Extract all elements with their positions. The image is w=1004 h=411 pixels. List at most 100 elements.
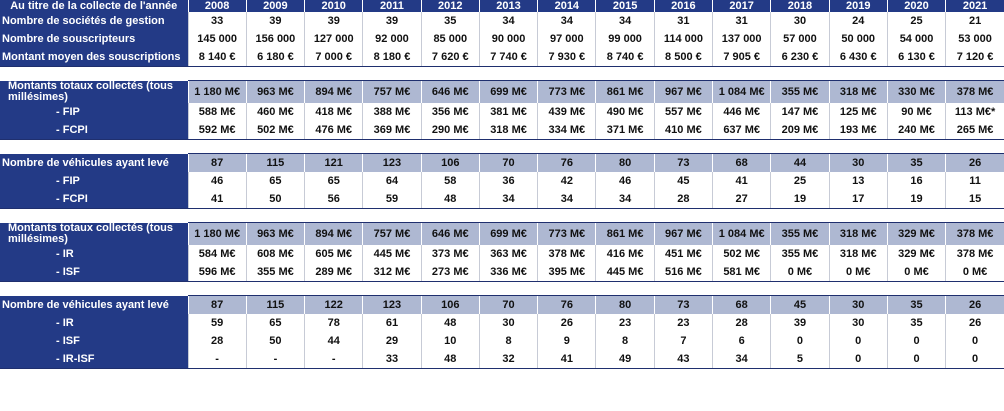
value-cell: 35 <box>886 153 946 172</box>
value-cell: 87 <box>187 295 247 314</box>
value-cell: 6 430 € <box>828 48 888 67</box>
year-header: 2020 <box>886 0 946 12</box>
value-cell: 0 <box>770 332 830 350</box>
value-cell: 87 <box>187 153 247 172</box>
value-cell: 388 M€ <box>362 103 422 121</box>
value-cell: 7 930 € <box>537 48 596 67</box>
value-cell: 70 <box>478 295 538 314</box>
value-cell: 378 M€ <box>537 245 596 263</box>
section-gap <box>0 139 1004 154</box>
value-cell: 30 <box>478 314 538 332</box>
value-cell: 7 000 € <box>304 48 363 67</box>
value-cell: 6 <box>712 332 771 350</box>
value-cell: 967 M€ <box>653 222 713 245</box>
year-header: 2015 <box>595 0 655 12</box>
value-cell: 34 <box>478 190 538 209</box>
value-cell: 45 <box>653 172 713 190</box>
value-cell: 26 <box>537 314 596 332</box>
value-cell: 43 <box>653 350 713 369</box>
value-cell: 418 M€ <box>304 103 363 121</box>
value-cell: 58 <box>420 172 480 190</box>
value-cell: 605 M€ <box>304 245 363 263</box>
value-cell: 34 <box>595 12 655 30</box>
value-cell: 27 <box>712 190 771 209</box>
table-row: - IR 59 65 78 61 48 30 26 23 23 28 39 30 35 26 <box>0 314 1004 332</box>
gap-cell <box>0 139 1004 154</box>
value-cell: 289 M€ <box>304 263 363 282</box>
value-cell: 329 M€ <box>886 245 946 263</box>
value-cell: 68 <box>712 295 771 314</box>
value-cell: 33 <box>187 12 247 30</box>
value-cell: 26 <box>945 295 1004 314</box>
value-cell: 371 M€ <box>595 121 655 140</box>
row-label: Montants totaux collectés (tous millésim… <box>0 222 188 245</box>
value-cell: 32 <box>478 350 538 369</box>
value-cell: 9 <box>537 332 596 350</box>
value-cell: 861 M€ <box>595 80 655 103</box>
value-cell: 757 M€ <box>362 222 422 245</box>
value-cell: 1 084 M€ <box>712 80 771 103</box>
value-cell: 25 <box>770 172 830 190</box>
value-cell: 451 M€ <box>653 245 713 263</box>
value-cell: 11 <box>945 172 1004 190</box>
value-cell: 318 M€ <box>828 80 888 103</box>
value-cell: 61 <box>362 314 422 332</box>
row-label: - FIP <box>0 172 188 190</box>
value-cell: 123 <box>362 295 422 314</box>
value-cell: 106 <box>420 295 480 314</box>
value-cell: 193 M€ <box>828 121 888 140</box>
value-cell: 30 <box>828 314 888 332</box>
value-cell: 19 <box>770 190 830 209</box>
value-cell: 395 M€ <box>537 263 596 282</box>
value-cell: 646 M€ <box>420 80 480 103</box>
value-cell: 336 M€ <box>478 263 538 282</box>
value-cell: 33 <box>362 350 422 369</box>
value-cell: 318 M€ <box>828 245 888 263</box>
value-cell: 35 <box>420 12 480 30</box>
value-cell: 699 M€ <box>478 222 538 245</box>
value-cell: 7 740 € <box>478 48 538 67</box>
row-label: Nombre de véhicules ayant levé <box>0 153 188 172</box>
gap-cell <box>0 66 1004 81</box>
year-header: 2018 <box>770 0 830 12</box>
value-cell: 439 M€ <box>537 103 596 121</box>
table-row: - FIP 46 65 65 64 58 36 42 46 45 41 25 13 16 11 <box>0 172 1004 190</box>
value-cell: 963 M€ <box>245 222 305 245</box>
value-cell: 26 <box>945 153 1004 172</box>
value-cell: 90 000 <box>478 30 538 48</box>
value-cell: 8 <box>595 332 655 350</box>
value-cell: 41 <box>537 350 596 369</box>
value-cell: 646 M€ <box>420 222 480 245</box>
value-cell: 490 M€ <box>595 103 655 121</box>
value-cell: 53 000 <box>945 30 1004 48</box>
value-cell: 773 M€ <box>537 80 596 103</box>
value-cell: 7 <box>653 332 713 350</box>
value-cell: 121 <box>304 153 363 172</box>
value-cell: 10 <box>420 332 480 350</box>
table-row: - FCPI 592 M€ 502 M€ 476 M€ 369 M€ 290 M€ 318 … <box>0 121 1004 140</box>
year-header: 2013 <box>478 0 538 12</box>
value-cell: 115 <box>245 295 305 314</box>
value-cell: 56 <box>304 190 363 209</box>
value-cell: 6 180 € <box>245 48 305 67</box>
value-cell: 34 <box>537 12 596 30</box>
value-cell: 356 M€ <box>420 103 480 121</box>
value-cell: 73 <box>653 153 713 172</box>
value-cell: 85 000 <box>420 30 480 48</box>
value-cell: 125 M€ <box>828 103 888 121</box>
value-cell: 1 084 M€ <box>712 222 771 245</box>
value-cell: 57 000 <box>770 30 830 48</box>
value-cell: 290 M€ <box>420 121 480 140</box>
value-cell: 114 000 <box>653 30 713 48</box>
value-cell: 68 <box>712 153 771 172</box>
value-cell: 1 180 M€ <box>187 80 247 103</box>
value-cell: 50 <box>245 190 305 209</box>
value-cell: 39 <box>770 314 830 332</box>
value-cell: 0 <box>828 332 888 350</box>
value-cell: 137 000 <box>712 30 771 48</box>
value-cell: 70 <box>478 153 538 172</box>
value-cell: 13 <box>828 172 888 190</box>
value-cell: 557 M€ <box>653 103 713 121</box>
year-header: 2009 <box>245 0 305 12</box>
value-cell: 355 M€ <box>770 245 830 263</box>
